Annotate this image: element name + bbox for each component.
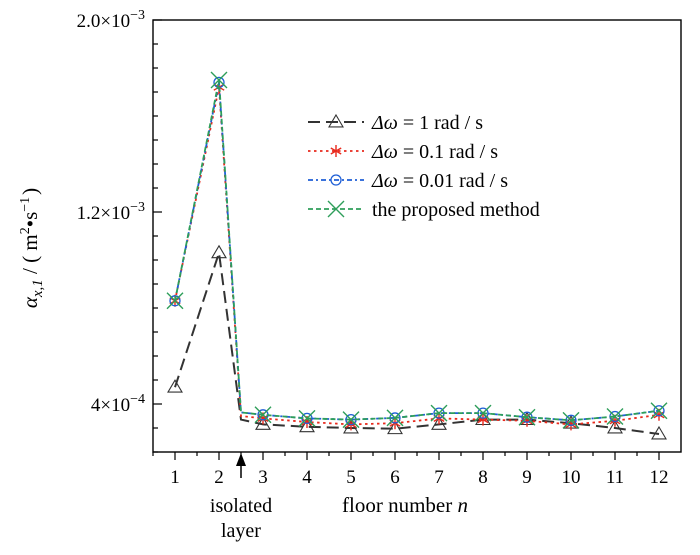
- x-tick-label: 4: [302, 467, 312, 488]
- data-point: [342, 411, 360, 429]
- data-point: [562, 411, 580, 429]
- data-point: [518, 408, 536, 426]
- x-tick-label: 6: [390, 467, 400, 488]
- y-tick-mantissa: 2.0×10: [77, 11, 130, 32]
- data-point: [477, 413, 489, 426]
- x-tick-label: 9: [522, 467, 532, 488]
- series-line: [174, 87, 660, 426]
- y-tick-label: 4×10−4: [91, 392, 145, 416]
- y-tick-exponent: −3: [130, 200, 145, 215]
- isolated-layer-annotation: isolated layer: [210, 453, 272, 542]
- annotation-text: isolated: [210, 495, 272, 517]
- legend-label-text: = 0.1 rad / s: [398, 141, 498, 163]
- data-point: [430, 404, 448, 422]
- y-tick-label: 1.2×10−3: [77, 200, 145, 224]
- data-point: [651, 425, 667, 440]
- legend-item-3: Δω = 0.01 rad / s: [308, 170, 508, 192]
- x-tick-label: 11: [606, 467, 624, 488]
- annotation-text: layer: [221, 520, 261, 542]
- x-axis-title: floor number n: [342, 493, 468, 517]
- y-title-rest: / ( m: [18, 234, 42, 279]
- legend-label: Δω = 0.01 rad / s: [371, 170, 508, 192]
- series-1: [167, 244, 667, 440]
- legend-label-text: = 0.01 rad / s: [398, 170, 508, 192]
- y-tick-mantissa: 4×10: [91, 395, 130, 416]
- legend-item-2: Δω = 0.1 rad / s: [308, 141, 498, 163]
- legend-label: the proposed method: [372, 199, 540, 221]
- y-title-sub: x,1: [30, 279, 46, 298]
- legend-item-4: the proposed method: [308, 199, 540, 221]
- data-point: [386, 409, 404, 427]
- y-tick-label: 2.0×10−3: [77, 8, 145, 32]
- annotation-arrow-head: [236, 453, 246, 466]
- legend-label: Δω = 1 rad / s: [371, 112, 483, 134]
- y-axis-title: αx,1 / ( m2•s−1): [18, 188, 46, 308]
- legend-marker: [330, 145, 342, 157]
- svg-text:αx,1 / ( m2•s−1): αx,1 / ( m2•s−1): [18, 188, 46, 308]
- data-point: [474, 404, 492, 422]
- data-point: [167, 379, 183, 393]
- y-title-close: ): [18, 188, 42, 195]
- data-point: [210, 71, 228, 89]
- x-tick-label: 8: [478, 467, 488, 488]
- data-point: [387, 420, 403, 435]
- y-tick-exponent: −4: [130, 392, 145, 407]
- legend-marker: [330, 174, 342, 186]
- x-axis-title-var: n: [457, 493, 468, 517]
- legend-item-1: Δω = 1 rad / s: [308, 112, 483, 134]
- data-point: [211, 244, 227, 259]
- series-2: [169, 81, 665, 431]
- legend-marker: [328, 113, 344, 128]
- x-tick-label: 7: [434, 467, 444, 488]
- x-tick-label: 2: [214, 467, 224, 488]
- x-tick-label: 5: [346, 467, 356, 488]
- y-tick-mantissa: 1.2×10: [77, 203, 130, 224]
- data-point: [169, 295, 181, 307]
- data-point: [254, 406, 272, 424]
- x-tick-label: 12: [650, 467, 669, 488]
- data-point: [431, 416, 447, 430]
- y-tick-exponent: −3: [130, 8, 145, 23]
- data-point: [650, 402, 668, 420]
- y-title-sup1: 2: [18, 227, 33, 234]
- data-point: [298, 409, 316, 427]
- legend-label-var: Δω: [371, 170, 398, 192]
- data-point: [255, 416, 271, 430]
- x-axis-title-text: floor number: [342, 493, 457, 517]
- legend-label-var: Δω: [371, 112, 398, 134]
- data-point: [606, 407, 624, 425]
- data-point: [166, 292, 184, 310]
- x-tick-label: 10: [562, 467, 581, 488]
- plot-frame: [152, 19, 682, 453]
- y-title-var: α: [18, 296, 42, 308]
- legend-label-text: = 1 rad / s: [398, 112, 483, 134]
- series-line: [174, 252, 660, 435]
- legend-label-text: the proposed method: [372, 199, 540, 221]
- series-4: [166, 71, 668, 429]
- data-point: [607, 419, 623, 434]
- data-point: [299, 418, 315, 433]
- y-title-sup2: −1: [18, 197, 33, 212]
- x-tick-label: 3: [258, 467, 268, 488]
- legend-marker: [327, 200, 345, 218]
- x-tick-label: 1: [170, 467, 180, 488]
- y-title-dot: •s: [18, 212, 42, 228]
- legend-label-var: Δω: [371, 141, 398, 163]
- legend-label: Δω = 0.1 rad / s: [371, 141, 498, 163]
